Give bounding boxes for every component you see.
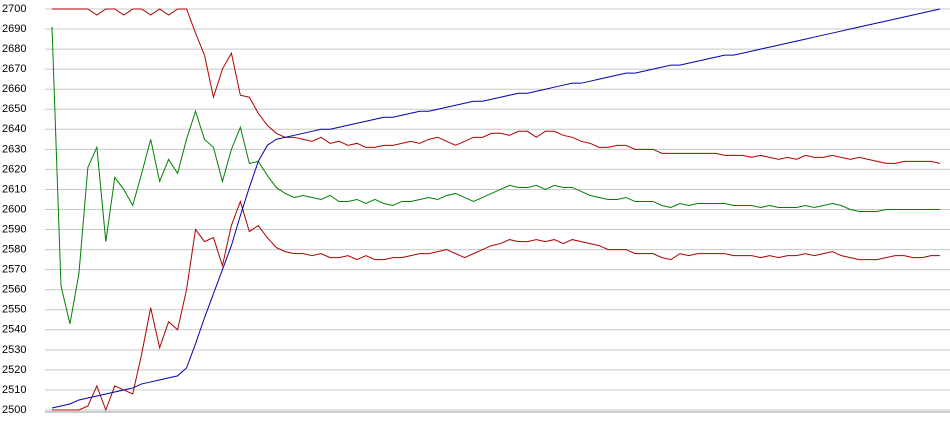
series-line: [51, 27, 940, 324]
y-tick-label: 2690: [2, 23, 26, 35]
y-tick-label: 2630: [2, 143, 26, 155]
y-tick-label: 2650: [2, 103, 26, 115]
y-tick-label: 2500: [2, 404, 26, 416]
y-tick-label: 2570: [2, 264, 26, 276]
y-tick-label: 2530: [2, 344, 26, 356]
y-tick-label: 2580: [2, 244, 26, 256]
y-tick-label: 2610: [2, 183, 26, 195]
y-tick-label: 2700: [2, 3, 26, 15]
y-tick-label: 2640: [2, 123, 26, 135]
y-tick-label: 2520: [2, 364, 26, 376]
y-tick-label: 2660: [2, 83, 26, 95]
y-tick-label: 2560: [2, 284, 26, 296]
y-tick-label: 2510: [2, 384, 26, 396]
y-tick-label: 2540: [2, 324, 26, 336]
y-tick-label: 2550: [2, 304, 26, 316]
y-tick-label: 2670: [2, 63, 26, 75]
series-line: [52, 199, 940, 412]
y-tick-label: 2620: [2, 163, 26, 175]
y-tick-label: 2590: [2, 223, 26, 235]
series-line: [52, 8, 941, 164]
y-tick-label: 2600: [2, 203, 26, 215]
y-tick-label: 2680: [2, 43, 26, 55]
series-line: [51, 8, 941, 409]
